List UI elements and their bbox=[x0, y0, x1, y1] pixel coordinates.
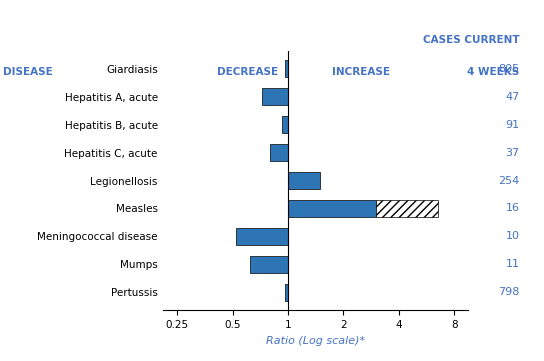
Text: CASES CURRENT: CASES CURRENT bbox=[423, 35, 520, 45]
Text: 798: 798 bbox=[498, 287, 520, 297]
Text: 37: 37 bbox=[505, 148, 520, 157]
Text: 10: 10 bbox=[505, 231, 520, 242]
Text: 91: 91 bbox=[505, 119, 520, 130]
Bar bbox=[282, 116, 288, 133]
Bar bbox=[236, 228, 288, 245]
Bar bbox=[288, 200, 376, 217]
Text: DECREASE: DECREASE bbox=[217, 67, 277, 77]
Bar bbox=[286, 60, 288, 77]
Bar bbox=[288, 172, 320, 189]
Text: 47: 47 bbox=[505, 92, 520, 102]
Text: 254: 254 bbox=[498, 175, 520, 186]
Bar bbox=[376, 200, 437, 217]
Bar bbox=[286, 284, 288, 301]
Text: 16: 16 bbox=[505, 204, 520, 213]
X-axis label: Ratio (Log scale)*: Ratio (Log scale)* bbox=[266, 336, 365, 346]
Text: 805: 805 bbox=[498, 64, 520, 74]
Text: DISEASE: DISEASE bbox=[3, 67, 52, 77]
Bar bbox=[262, 88, 288, 105]
Bar bbox=[250, 256, 288, 273]
Bar bbox=[270, 144, 288, 161]
Text: 11: 11 bbox=[505, 259, 520, 269]
Text: INCREASE: INCREASE bbox=[332, 67, 390, 77]
Text: 4 WEEKS: 4 WEEKS bbox=[467, 67, 520, 77]
